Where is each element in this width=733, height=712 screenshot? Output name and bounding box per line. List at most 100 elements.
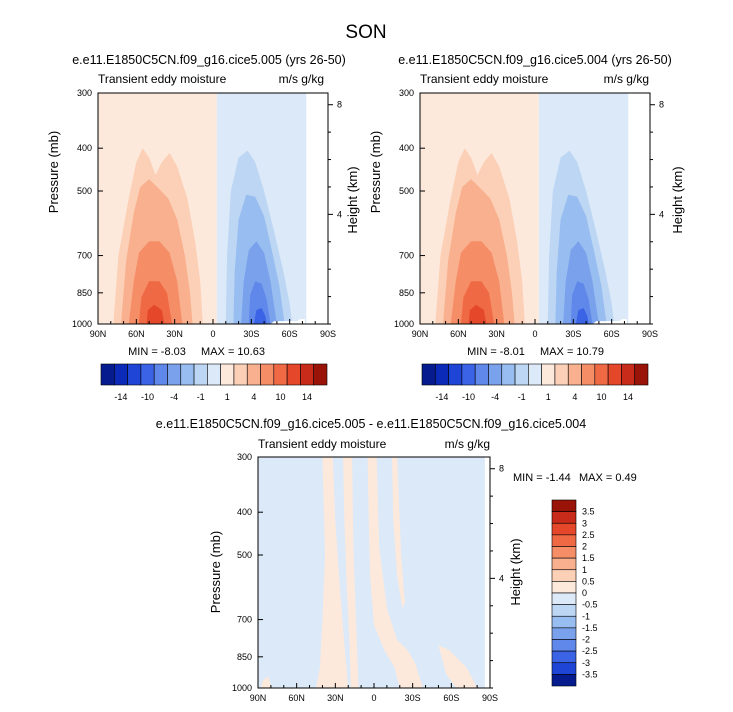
colorbar-tick-label: 3.5 <box>582 507 595 517</box>
x-tick-label: 0 <box>371 693 376 703</box>
x-tick-label: 60N <box>128 329 145 339</box>
colorbar-swatch <box>260 363 275 386</box>
panel-3: e.e11.E1850C5CN.f09_g16.cice5.005 - e.e1… <box>156 417 637 703</box>
y-tick-label: 400 <box>237 507 252 517</box>
panel-1-min-label: MIN = -8.03 <box>128 346 186 358</box>
x-tick-label: 30S <box>405 693 421 703</box>
missing-data-region <box>270 319 305 324</box>
panel-3-max-label: MAX = 0.49 <box>579 472 637 484</box>
positive-contour <box>146 304 165 324</box>
y2-tick-label: 8 <box>659 100 664 110</box>
positive-contour <box>460 281 495 324</box>
x-tick-label: 90S <box>642 329 658 339</box>
panel-3-y2-label: Height (km) <box>508 538 523 605</box>
panel-1-title: e.e11.E1850C5CN.f09_g16.cice5.005 (yrs 2… <box>72 53 346 67</box>
colorbar-tick-label: 1.5 <box>582 553 595 563</box>
colorbar-swatch <box>501 363 516 386</box>
colorbar-swatch <box>180 363 195 386</box>
positive-contour <box>367 457 423 688</box>
panel-2-left-label: Transient eddy moisture <box>420 72 549 86</box>
y-tick-label: 300 <box>399 88 414 98</box>
colorbar-swatch <box>313 363 328 386</box>
x-tick-label: 60S <box>282 329 298 339</box>
y-tick-label: 500 <box>237 550 252 560</box>
colorbar-tick-label: -4 <box>491 392 499 402</box>
x-tick-label: 90N <box>250 693 267 703</box>
colorbar-swatch <box>246 363 261 386</box>
x-tick-label: 60N <box>288 693 305 703</box>
missing-data-region <box>306 93 328 324</box>
y2-tick-label: 8 <box>499 464 504 474</box>
positive-contour <box>343 457 359 688</box>
panel-2-contour-field <box>420 93 650 324</box>
panel-1-contour-field <box>98 93 328 324</box>
colorbar-swatch <box>621 363 636 386</box>
panel-1-y-axis: 300 400 500 700 850 1000 <box>72 88 103 329</box>
colorbar-tick-label: 0 <box>582 588 587 598</box>
colorbar-tick-label: -1 <box>582 611 590 621</box>
x-tick-label: 60S <box>604 329 620 339</box>
panel-1-y-label: Pressure (mb) <box>46 131 61 213</box>
colorbar-tick-label: -2.5 <box>582 646 598 656</box>
colorbar-swatch <box>434 363 449 386</box>
y2-tick-label: 4 <box>659 209 664 219</box>
colorbar-tick-label: -1.5 <box>582 623 598 633</box>
colorbar-tick-label: 10 <box>275 392 285 402</box>
y-tick-label: 700 <box>399 251 414 261</box>
colorbar-swatch <box>448 363 463 386</box>
colorbar-tick-label: -3.5 <box>582 669 598 679</box>
missing-data-region <box>592 319 627 324</box>
x-tick-label: 30S <box>565 329 581 339</box>
colorbar-swatch <box>461 363 476 386</box>
colorbar-swatch <box>551 650 577 664</box>
colorbar-tick-label: 14 <box>623 392 633 402</box>
panel-2-y2-axis: 84 <box>650 100 664 325</box>
colorbar-swatch <box>581 363 596 386</box>
colorbar-swatch <box>551 662 577 675</box>
panel-3-y-axis: 300 400 500 700 850 1000 <box>232 452 263 693</box>
x-tick-label: 0 <box>532 329 537 339</box>
colorbar-tick-label: 1 <box>225 392 230 402</box>
panel-1: e.e11.E1850C5CN.f09_g16.cice5.005 (yrs 2… <box>46 53 360 358</box>
y-tick-label: 700 <box>77 251 92 261</box>
y-tick-label: 300 <box>77 88 92 98</box>
panel-2-min-label: MIN = -8.01 <box>467 346 525 358</box>
panel-1-y2-label: Height (km) <box>345 166 360 233</box>
colorbar-tick-label: 2 <box>582 542 587 552</box>
colorbar-swatch <box>220 363 235 386</box>
x-tick-label: 30S <box>243 329 259 339</box>
figure-title: SON <box>345 22 386 43</box>
y2-tick-label: 8 <box>337 100 342 110</box>
missing-data-region <box>484 457 490 688</box>
colorbar-swatch <box>514 363 529 386</box>
colorbar-swatch <box>554 363 569 386</box>
colorbar-swatch <box>551 546 577 559</box>
x-tick-label: 90S <box>320 329 336 339</box>
colorbar-swatch <box>551 522 577 536</box>
colorbar-swatch <box>551 639 577 652</box>
y-tick-label: 850 <box>77 288 92 298</box>
colorbar-tick-label: 0.5 <box>582 576 595 586</box>
colorbar-swatch <box>273 363 288 386</box>
colorbar-swatch <box>100 363 115 386</box>
panel-2-max-label: MAX = 10.79 <box>540 346 604 358</box>
colorbar-tick-label: 2.5 <box>582 530 595 540</box>
colorbar-swatch <box>541 363 556 386</box>
colorbar-swatch <box>140 363 155 386</box>
y-tick-label: 850 <box>399 288 414 298</box>
panel-2: e.e11.E1850C5CN.f09_g16.cice5.004 (yrs 2… <box>368 53 685 358</box>
panel-1-y2-axis: 84 <box>328 100 342 325</box>
panel-1-max-label: MAX = 10.63 <box>201 346 265 358</box>
panel-3-contour-field <box>258 457 490 688</box>
x-tick-label: 60S <box>443 693 459 703</box>
colorbar-swatch <box>551 615 577 629</box>
panel-3-title: e.e11.E1850C5CN.f09_g16.cice5.005 - e.e1… <box>156 417 586 431</box>
x-tick-label: 90S <box>482 693 498 703</box>
panel-1-x-axis: 90N 60N 30N 0 30S 60S 90S <box>90 319 336 339</box>
y-tick-label: 500 <box>77 186 92 196</box>
colorbar-tick-label: -2 <box>582 635 590 645</box>
colorbar-tick-label: -1 <box>197 392 205 402</box>
colorbar-tick-label: 10 <box>596 392 606 402</box>
x-tick-label: 90N <box>90 329 107 339</box>
x-tick-label: 30N <box>488 329 505 339</box>
